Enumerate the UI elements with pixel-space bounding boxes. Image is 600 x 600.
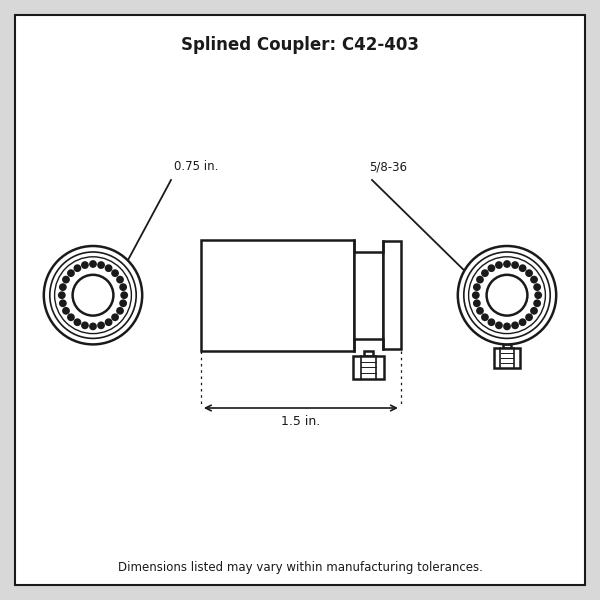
Bar: [503, 344, 511, 348]
Circle shape: [59, 299, 67, 307]
Circle shape: [50, 252, 136, 338]
Circle shape: [81, 261, 89, 269]
Circle shape: [487, 319, 496, 326]
Circle shape: [525, 269, 533, 277]
Circle shape: [81, 322, 89, 329]
Text: 1.5 in.: 1.5 in.: [281, 415, 320, 428]
Circle shape: [116, 307, 124, 314]
Circle shape: [97, 322, 105, 329]
Circle shape: [472, 291, 480, 299]
Circle shape: [533, 299, 541, 307]
Circle shape: [104, 264, 113, 272]
Circle shape: [55, 257, 131, 334]
Circle shape: [73, 275, 113, 316]
Circle shape: [111, 269, 119, 277]
Circle shape: [44, 246, 142, 344]
Circle shape: [104, 319, 113, 326]
Circle shape: [503, 323, 511, 330]
Circle shape: [525, 313, 533, 321]
Circle shape: [62, 275, 70, 283]
Circle shape: [503, 260, 511, 268]
Circle shape: [97, 261, 105, 269]
Circle shape: [58, 291, 66, 299]
Circle shape: [119, 299, 127, 307]
Bar: [494, 348, 520, 368]
Text: Dimensions listed may vary within manufacturing tolerances.: Dimensions listed may vary within manufa…: [118, 560, 482, 574]
Circle shape: [511, 322, 519, 329]
Circle shape: [530, 307, 538, 314]
Text: 0.75 in.: 0.75 in.: [174, 160, 218, 173]
Circle shape: [119, 283, 127, 291]
Bar: [383, 241, 401, 349]
Circle shape: [519, 319, 527, 326]
Circle shape: [535, 291, 542, 299]
Circle shape: [59, 283, 67, 291]
Circle shape: [116, 275, 124, 283]
Circle shape: [487, 275, 527, 316]
Circle shape: [495, 322, 503, 329]
Circle shape: [73, 319, 82, 326]
Bar: [354, 252, 383, 339]
Circle shape: [511, 261, 519, 269]
Circle shape: [473, 299, 481, 307]
Circle shape: [469, 257, 545, 334]
Text: 5/8-36: 5/8-36: [369, 161, 407, 174]
Circle shape: [67, 313, 75, 321]
Text: Splined Coupler: C42-403: Splined Coupler: C42-403: [181, 36, 419, 54]
Circle shape: [74, 264, 82, 272]
Circle shape: [464, 252, 550, 338]
Circle shape: [89, 323, 97, 330]
Circle shape: [476, 275, 484, 283]
Circle shape: [111, 313, 119, 321]
Circle shape: [487, 264, 496, 272]
Circle shape: [481, 313, 489, 321]
Circle shape: [121, 291, 128, 299]
Circle shape: [67, 269, 75, 277]
Circle shape: [533, 283, 541, 291]
Bar: [364, 351, 373, 356]
Circle shape: [481, 269, 489, 277]
Circle shape: [89, 260, 97, 268]
Circle shape: [476, 307, 484, 314]
Circle shape: [530, 275, 538, 283]
Bar: [353, 356, 384, 379]
FancyBboxPatch shape: [15, 15, 585, 585]
Circle shape: [458, 246, 556, 344]
Bar: [201, 240, 354, 351]
Circle shape: [519, 264, 527, 272]
Circle shape: [62, 307, 70, 314]
Circle shape: [473, 283, 481, 291]
Circle shape: [495, 261, 503, 269]
